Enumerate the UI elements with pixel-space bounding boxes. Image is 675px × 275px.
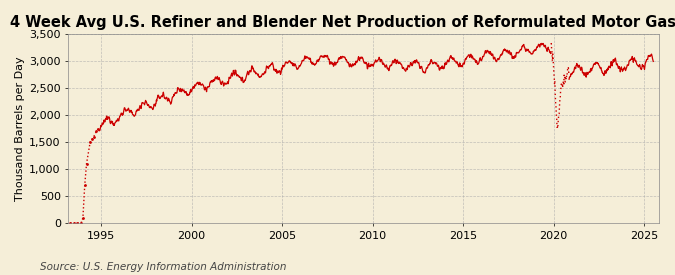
Y-axis label: Thousand Barrels per Day: Thousand Barrels per Day bbox=[15, 56, 25, 201]
Title: 4 Week Avg U.S. Refiner and Blender Net Production of Reformulated Motor Gasolin: 4 Week Avg U.S. Refiner and Blender Net … bbox=[10, 15, 675, 30]
Text: Source: U.S. Energy Information Administration: Source: U.S. Energy Information Administ… bbox=[40, 262, 287, 272]
